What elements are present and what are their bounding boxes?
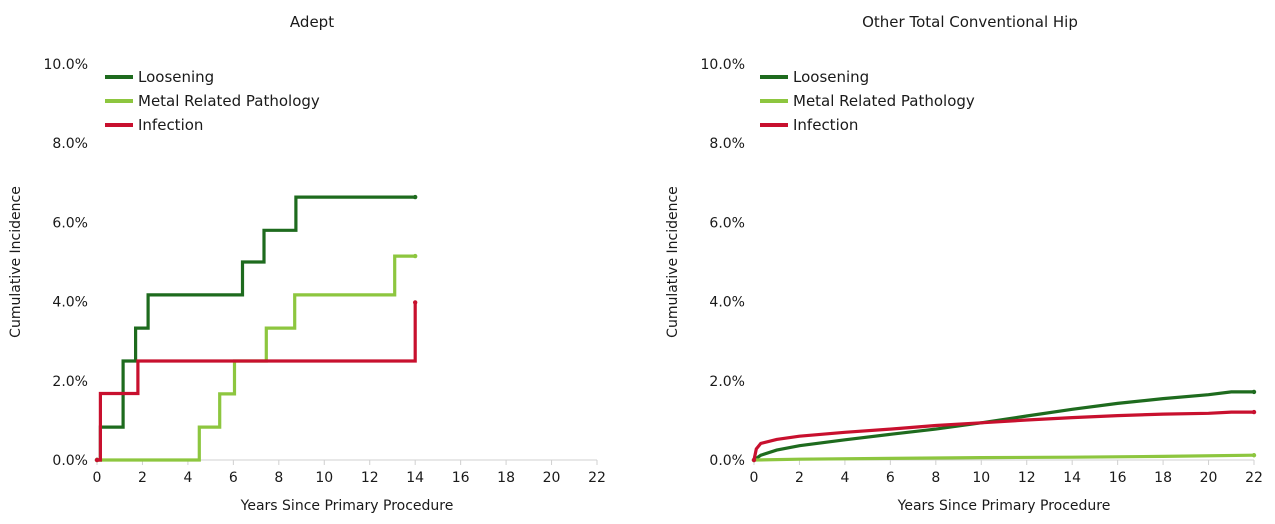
x-tick-label: 12: [1018, 470, 1036, 486]
legend-label: Loosening: [793, 68, 869, 86]
x-tick-label: 18: [497, 470, 515, 486]
y-tick-label: 6.0%: [52, 215, 88, 231]
x-axis-label: Years Since Primary Procedure: [897, 498, 1111, 514]
series-end-point: [412, 253, 418, 259]
x-tick-label: 22: [1245, 470, 1263, 486]
legend: Loosening Metal Related Pathology Infectio…: [105, 68, 320, 134]
x-tick-label: 6: [886, 470, 895, 486]
series-end-point: [1251, 389, 1257, 395]
series-line-loosening: [97, 195, 416, 462]
y-tick-label: 0.0%: [709, 453, 745, 469]
chart-panel-1: Other Total Conventional Hip 0.0% 2.0% 4.0%…: [665, 13, 1263, 514]
series-line-infection: [97, 302, 417, 462]
y-tick-label: 4.0%: [709, 295, 745, 311]
y-axis-label: Cumulative Incidence: [665, 186, 681, 338]
series-line-metal-related-pathology: [753, 453, 1255, 462]
series-end-point: [412, 194, 418, 200]
series-end-point: [412, 300, 418, 305]
y-tick-label: 2.0%: [709, 374, 745, 390]
x-tick-label: 22: [588, 470, 606, 486]
y-tick-label: 0.0%: [52, 453, 88, 469]
legend-label: Metal Related Pathology: [793, 92, 975, 110]
series-start-point: [751, 457, 757, 463]
legend-label: Infection: [138, 116, 203, 134]
legend: Loosening Metal Related Pathology Infectio…: [760, 68, 975, 134]
y-axis-label: Cumulative Incidence: [8, 186, 24, 338]
chart-title: Adept: [290, 13, 334, 31]
x-tick-label: 8: [931, 470, 940, 486]
chart-panel-0: Adept 0.0% 2.0% 4.0% 6.0% 8.0% 10.0% 0 2 4 6 8 10 12 1…: [8, 13, 606, 514]
y-tick-label: 2.0%: [52, 374, 88, 390]
x-tick-label: 16: [1109, 470, 1127, 486]
series-end-point: [1251, 409, 1257, 415]
legend-label: Loosening: [138, 68, 214, 86]
x-tick-label: 20: [543, 470, 561, 486]
y-tick-label: 10.0%: [701, 57, 745, 73]
series-line-loosening: [753, 390, 1254, 462]
x-tick-label: 10: [315, 470, 333, 486]
x-tick-label: 12: [361, 470, 379, 486]
x-tick-label: 6: [229, 470, 238, 486]
chart-title: Other Total Conventional Hip: [862, 13, 1078, 31]
y-tick-label: 6.0%: [709, 215, 745, 231]
x-tick-label: 0: [93, 470, 102, 486]
x-tick-label: 2: [138, 470, 147, 486]
y-tick-label: 4.0%: [52, 295, 88, 311]
legend-label: Infection: [793, 116, 858, 134]
x-tick-label: 8: [274, 470, 283, 486]
series-end-point: [1251, 453, 1257, 458]
series-start-point: [94, 457, 100, 463]
x-tick-label: 20: [1200, 470, 1218, 486]
series-line-infection: [752, 410, 1254, 461]
x-tick-label: 16: [452, 470, 470, 486]
x-tick-label: 2: [795, 470, 804, 486]
x-tick-label: 14: [406, 470, 424, 486]
y-tick-label: 8.0%: [709, 136, 745, 152]
x-tick-label: 4: [183, 470, 192, 486]
x-axis-label: Years Since Primary Procedure: [240, 498, 454, 514]
series-line-metal-related-pathology: [97, 254, 416, 462]
x-tick-label: 14: [1063, 470, 1081, 486]
x-tick-label: 18: [1154, 470, 1172, 486]
y-tick-label: 8.0%: [52, 136, 88, 152]
x-tick-label: 0: [750, 470, 759, 486]
x-tick-label: 4: [840, 470, 849, 486]
legend-label: Metal Related Pathology: [138, 92, 320, 110]
y-tick-label: 10.0%: [44, 57, 88, 73]
x-tick-label: 10: [972, 470, 990, 486]
